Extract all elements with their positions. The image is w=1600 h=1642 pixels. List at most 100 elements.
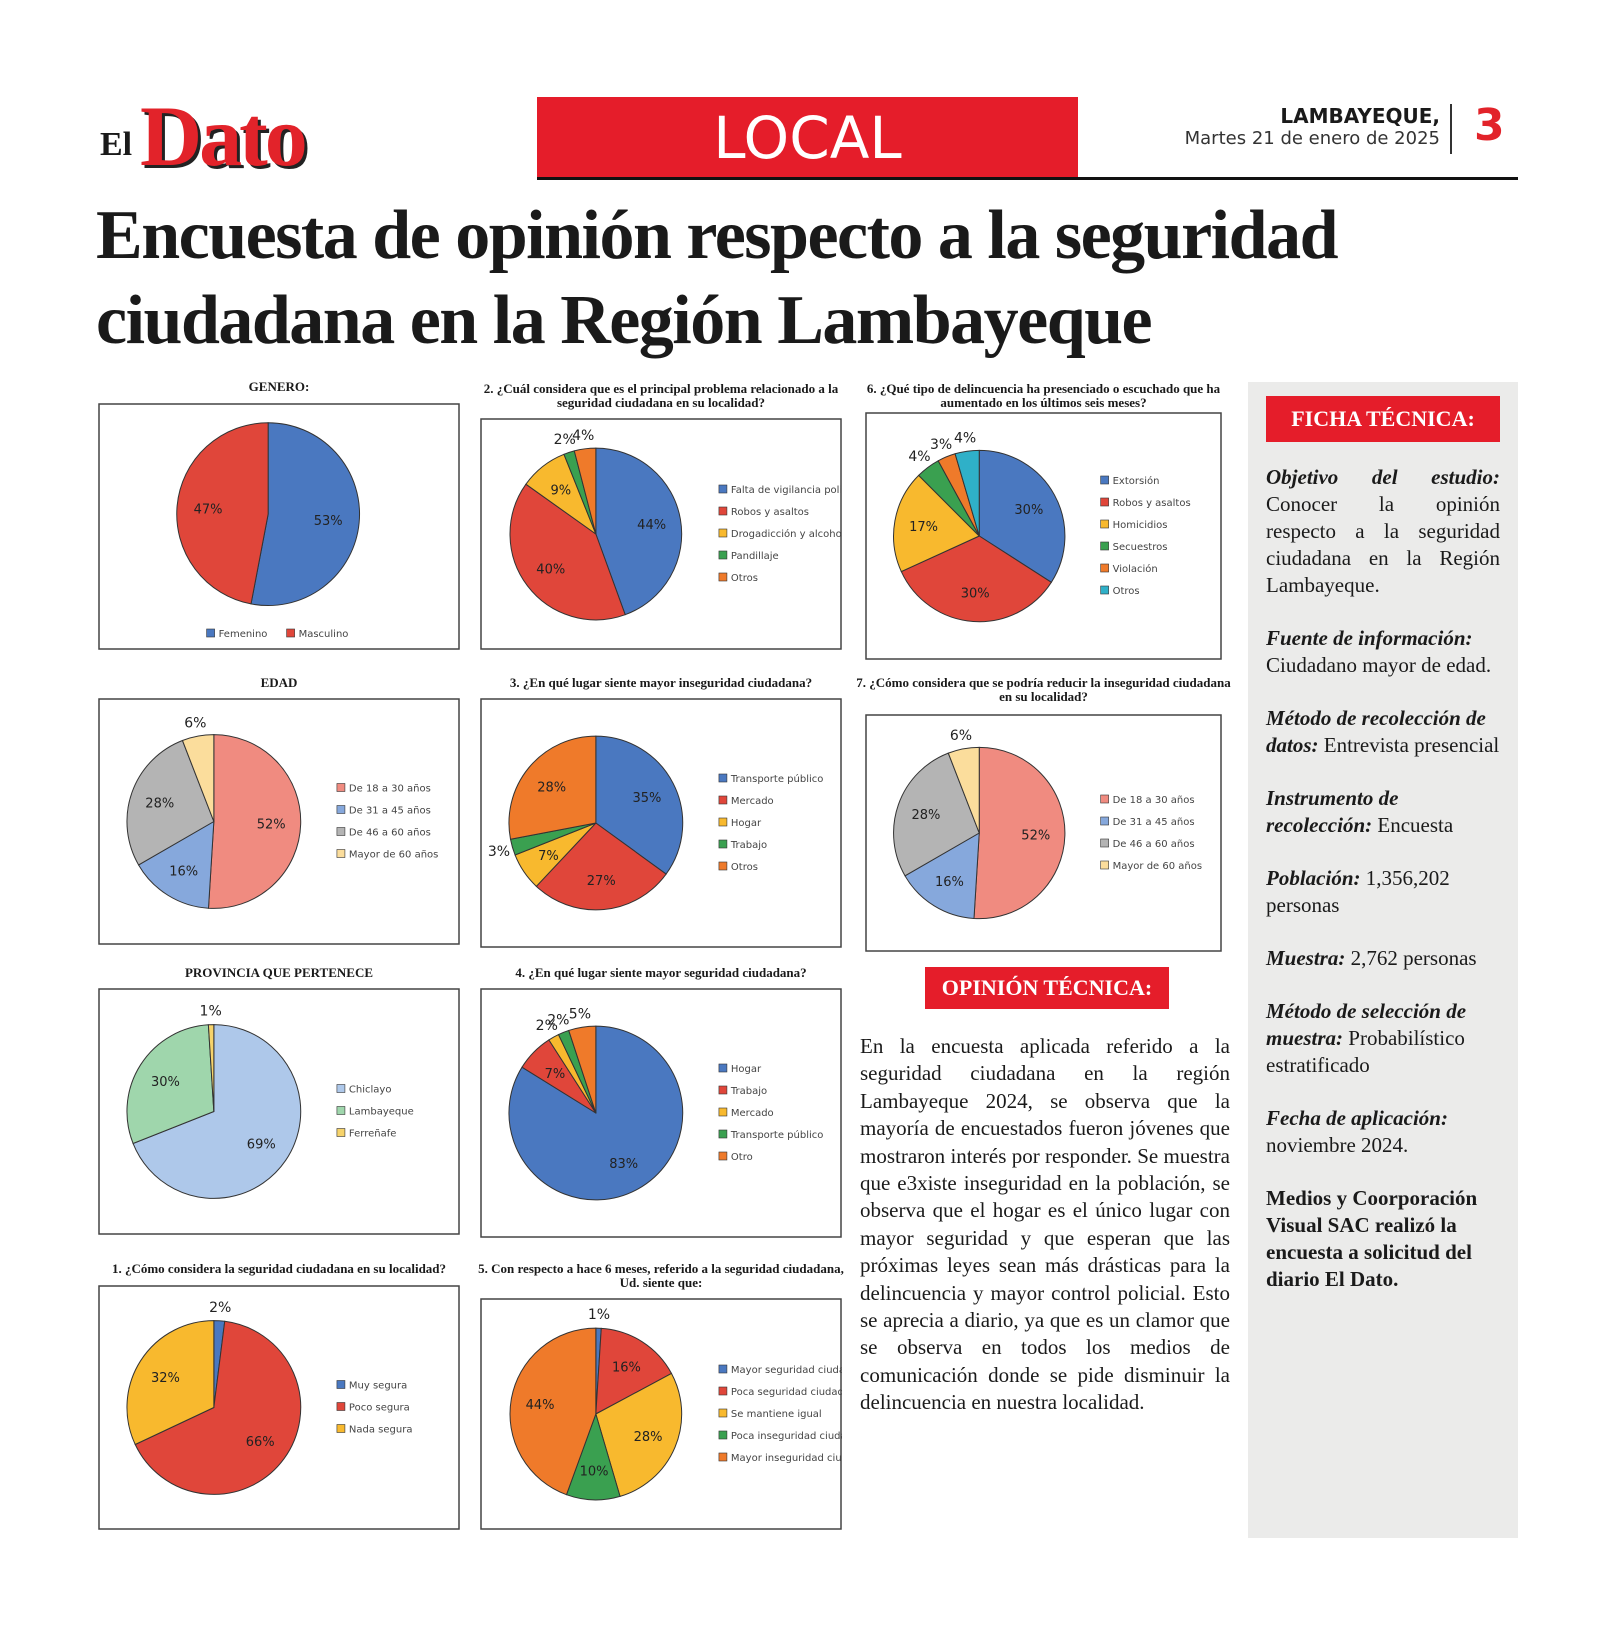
value-label: 7% [538, 849, 559, 864]
value-label: 27% [587, 874, 616, 889]
legend-swatch [336, 1084, 346, 1093]
value-label: 30% [961, 586, 990, 601]
legend-label: Mayor de 60 años [349, 850, 438, 861]
pie-slice [595, 735, 684, 875]
legend-swatch [718, 839, 728, 849]
value-label: 1% [200, 1004, 222, 1020]
legend-label: Robos y asaltos [1113, 498, 1191, 509]
value-label: 4% [954, 430, 976, 446]
legend-swatch [718, 1408, 728, 1418]
pie-slice [132, 1024, 302, 1199]
ficha-item: Método de recolección de datos: Entrevis… [1266, 705, 1500, 759]
pie-chart: 44% 40% 9% 2%4% Falta de vigilancia policial… [480, 418, 842, 650]
legend-swatch [718, 817, 728, 827]
section: LOCAL [713, 104, 902, 172]
pie-slice [126, 1024, 215, 1145]
ficha-text: Probabilístico estratificado [1266, 1026, 1465, 1077]
legend-label: Homicidios [1113, 520, 1168, 531]
legend-swatch [718, 1364, 728, 1374]
legend-swatch [718, 1107, 728, 1117]
value-label: 52% [257, 817, 286, 832]
chart-title: EDAD [260, 675, 298, 690]
header-rule [537, 177, 1518, 180]
pie-slice [893, 752, 980, 877]
legend-label: De 31 a 45 años [349, 806, 431, 817]
ficha-text: 1,356,202 personas [1266, 866, 1450, 917]
legend-label: Secuestros [1113, 542, 1168, 553]
ficha-label: Método de selección de muestra: [1266, 999, 1467, 1050]
legend-swatch [336, 1128, 346, 1137]
pie-chart: 69% 30% 1% Chiclayo Lambayeque Ferreñafe [98, 988, 460, 1235]
page-number: 3 [1474, 100, 1505, 151]
legend-swatch [336, 805, 346, 814]
value-label: 40% [536, 562, 565, 577]
legend-label: Otro [731, 1152, 753, 1163]
divider [1450, 104, 1452, 154]
legend-label: Hogar [731, 1064, 762, 1075]
value-label: 35% [632, 791, 661, 806]
chart-title: GENERO: [248, 379, 310, 394]
value-label: 53% [314, 514, 343, 529]
value-label: 2% [209, 1300, 231, 1316]
legend-label: Muy segura [349, 1381, 407, 1392]
legend-label: Robos y asaltos [731, 507, 809, 518]
legend-swatch [1100, 794, 1109, 804]
value-label: 1% [588, 1307, 610, 1323]
ficha-text: noviembre 2024. [1266, 1133, 1409, 1157]
value-label: 10% [580, 1465, 609, 1480]
ficha-label: Población: [1266, 866, 1361, 890]
legend-label: Trabajo [730, 1086, 767, 1097]
logo-small: El [100, 126, 133, 163]
pie-slice [904, 832, 980, 920]
legend-swatch [718, 1085, 728, 1095]
pie-chart: 83%7%2%2% 5%HogarTrabajoMercadoTransporte… [480, 988, 842, 1238]
chart-title: 3. ¿En qué lugar siente mayor insegurida… [509, 675, 813, 690]
legend-swatch [718, 1386, 728, 1396]
ficha-item: Fuente de información: Ciudadano mayor d… [1266, 625, 1500, 679]
legend-label: Masculino [299, 629, 349, 640]
pie-chart: 52% 16% 28% 6% De 18 a 30 años De 31 a 45 año… [98, 698, 460, 945]
chart-title: 6. ¿Qué tipo de delincuencia ha presenci… [866, 381, 1221, 410]
value-label: 4% [572, 428, 594, 444]
value-label: 4% [908, 449, 930, 465]
chart-title: PROVINCIA QUE PERTENECE [184, 965, 374, 980]
value-label: 83% [609, 1157, 638, 1172]
pie-slice [508, 735, 597, 840]
ficha-text: Conocer la opinión respecto a la segurid… [1266, 492, 1500, 597]
pie-slice [176, 422, 269, 605]
date: Martes 21 de enero de 2025 [1184, 128, 1440, 149]
value-label: 7% [545, 1067, 566, 1082]
legend-swatch [1100, 816, 1109, 826]
value-label: 28% [537, 780, 566, 795]
pie-slice [893, 474, 981, 573]
pie-chart: 1% 16% 28% 10% 44% Mayor seguridad ciudadana P… [480, 1298, 842, 1530]
value-label: 52% [1021, 829, 1050, 844]
legend-label: Violación [1113, 563, 1158, 575]
value-label: 30% [1014, 503, 1043, 518]
pie-slice [207, 1024, 215, 1112]
legend-swatch [1100, 541, 1109, 551]
legend-label: Nada segura [349, 1425, 413, 1436]
opinion-band [925, 967, 1169, 1009]
value-label: 6% [950, 728, 972, 744]
value-label: 6% [184, 715, 206, 731]
legend-label: Drogadicción y alcoholismo [731, 528, 842, 540]
pie-chart: 30% 30% 17% 4%3% 4% Extorsión Robos y asaltos H… [865, 412, 1222, 660]
legend-label: Otros [731, 862, 758, 873]
legend-label: Hogar [731, 818, 762, 829]
legend-swatch [336, 1380, 346, 1389]
legend-swatch [718, 550, 728, 560]
pie-slice [535, 822, 667, 911]
legend-label: Otros [1113, 586, 1140, 597]
pie-slice [595, 447, 683, 616]
ficha-item: Población: 1,356,202 personas [1266, 865, 1500, 919]
pie-slice [595, 1327, 673, 1415]
pie-slice [568, 1025, 597, 1114]
legend-swatch [336, 827, 346, 836]
pie-slice [509, 483, 626, 621]
legend-label: Femenino [219, 629, 268, 640]
pie-chart: 53% 47% Femenino Masculino [98, 403, 460, 650]
legend-swatch [1100, 475, 1109, 485]
ficha-item: Fecha de aplicación: noviembre 2024. [1266, 1105, 1500, 1159]
